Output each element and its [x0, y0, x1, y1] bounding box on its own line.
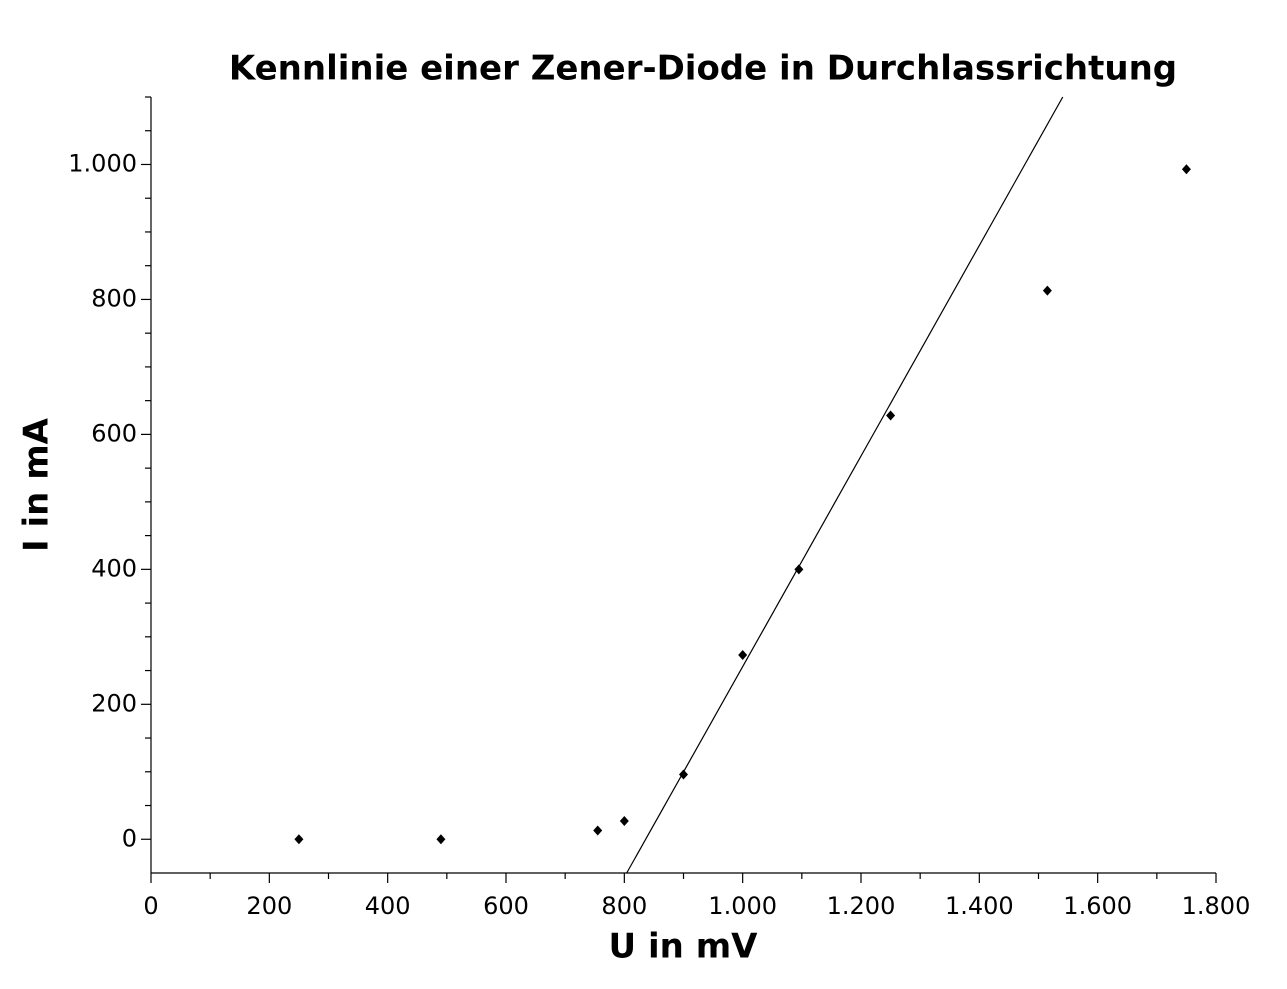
data-point — [294, 834, 304, 845]
x-tick-label: 600 — [483, 892, 529, 920]
x-tick-label: 200 — [246, 892, 292, 920]
y-tick-label: 400 — [91, 554, 137, 582]
x-tick-label: 1.800 — [1182, 892, 1251, 920]
y-tick-label: 1.000 — [68, 149, 137, 177]
data-point — [593, 825, 603, 836]
chart-title: Kennlinie einer Zener-Diode in Durchlass… — [229, 49, 1177, 89]
data-point — [1042, 285, 1052, 296]
x-tick-label: 0 — [143, 892, 158, 920]
data-point — [794, 564, 804, 575]
y-axis-label: I in mA — [17, 417, 57, 552]
data-point — [1181, 164, 1191, 175]
y-tick-label: 200 — [91, 689, 137, 717]
x-tick-label: 1.200 — [827, 892, 896, 920]
y-tick-label: 600 — [91, 419, 137, 447]
x-tick-label: 400 — [365, 892, 411, 920]
data-point — [738, 650, 748, 661]
x-tick-label: 1.600 — [1063, 892, 1132, 920]
data-point — [619, 816, 629, 827]
fit-line — [626, 96, 1064, 874]
data-point — [886, 410, 896, 421]
x-tick-label: 800 — [601, 892, 647, 920]
x-tick-label: 1.000 — [708, 892, 777, 920]
y-tick-label: 800 — [91, 284, 137, 312]
x-tick-label: 1.400 — [945, 892, 1014, 920]
x-axis-label: U in mV — [609, 927, 759, 967]
data-point — [436, 834, 446, 845]
y-tick-label: 0 — [122, 824, 137, 852]
